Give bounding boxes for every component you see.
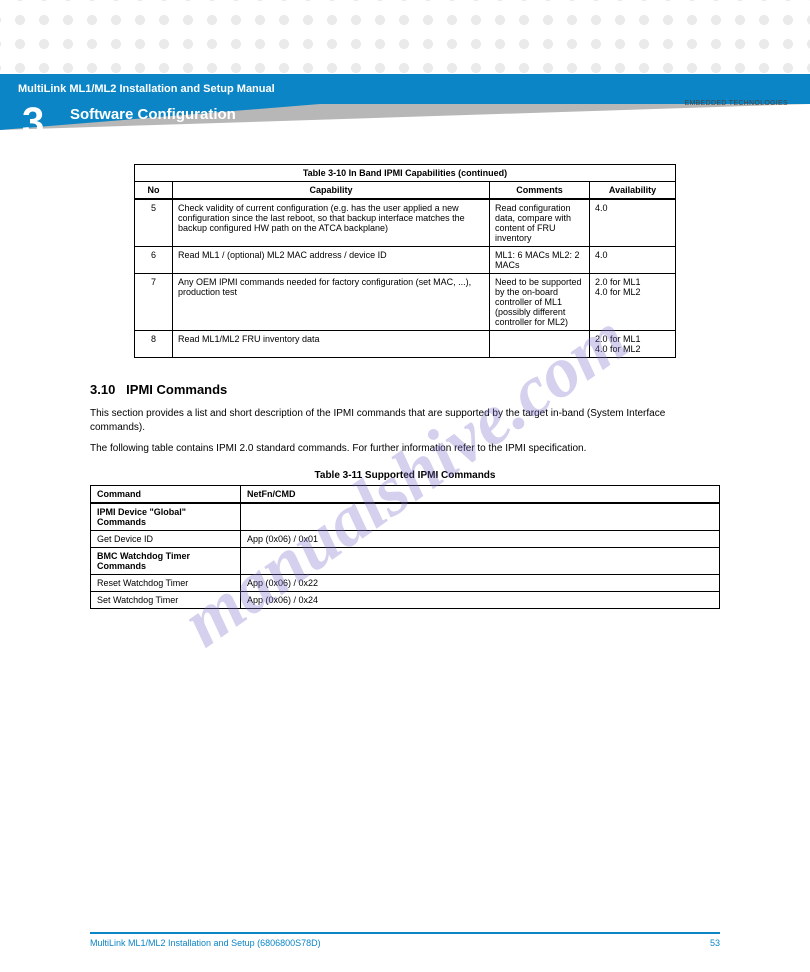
chapter-title: Software Configuration: [70, 106, 236, 123]
header-wedge-area: 3 Software Configuration ARTESYN EMBEDDE…: [0, 104, 810, 134]
table1-caption: Table 3-10 In Band IPMI Capabilities (co…: [135, 165, 676, 182]
section-number: 3.10: [90, 382, 115, 397]
table-row: IPMI Device "Global" Commands: [91, 503, 720, 531]
table-ipmi-capabilities: Table 3-10 In Band IPMI Capabilities (co…: [134, 164, 676, 358]
header-section-text: MultiLink ML1/ML2 Installation and Setup…: [18, 83, 275, 95]
footer-left: MultiLink ML1/ML2 Installation and Setup…: [90, 938, 321, 948]
section-para-2: The following table contains IPMI 2.0 st…: [90, 442, 720, 456]
table1-col-capability: Capability: [173, 182, 490, 200]
section-para-1: This section provides a list and short d…: [90, 407, 720, 434]
table1-header-row: No Capability Comments Availability: [135, 182, 676, 200]
table-supported-ipmi-commands: Command NetFn/CMD IPMI Device "Global" C…: [90, 485, 720, 609]
table2-caption: Table 3-11 Supported IPMI Commands: [90, 470, 720, 481]
table1-col-comments: Comments: [490, 182, 590, 200]
table2-header-row: Command NetFn/CMD: [91, 485, 720, 503]
table-row: 7 Any OEM IPMI commands needed for facto…: [135, 274, 676, 331]
logo-text: ARTESYN: [685, 82, 788, 100]
page-content: Table 3-10 In Band IPMI Capabilities (co…: [0, 134, 810, 609]
table-row: Get Device IDApp (0x06) / 0x01: [91, 530, 720, 547]
section-heading: 3.10 IPMI Commands: [90, 382, 720, 397]
table-row: 8 Read ML1/ML2 FRU inventory data 2.0 fo…: [135, 331, 676, 358]
table-row: 6 Read ML1 / (optional) ML2 MAC address …: [135, 247, 676, 274]
table-row: 5 Check validity of current configuratio…: [135, 199, 676, 247]
footer-page-number: 53: [710, 938, 720, 948]
logo-subtext: EMBEDDED TECHNOLOGIES: [685, 100, 788, 107]
header-dot-pattern: [0, 0, 810, 74]
table-row: BMC Watchdog Timer Commands: [91, 547, 720, 574]
table2-col-command: Command: [91, 485, 241, 503]
section-title: IPMI Commands: [126, 382, 227, 397]
logo: ARTESYN EMBEDDED TECHNOLOGIES: [685, 82, 788, 107]
table-row: Reset Watchdog TimerApp (0x06) / 0x22: [91, 574, 720, 591]
table1-col-no: No: [135, 182, 173, 200]
table2-col-netfn: NetFn/CMD: [241, 485, 720, 503]
table-row: Set Watchdog TimerApp (0x06) / 0x24: [91, 591, 720, 608]
table1-col-availability: Availability: [590, 182, 676, 200]
page-footer: MultiLink ML1/ML2 Installation and Setup…: [90, 932, 720, 948]
